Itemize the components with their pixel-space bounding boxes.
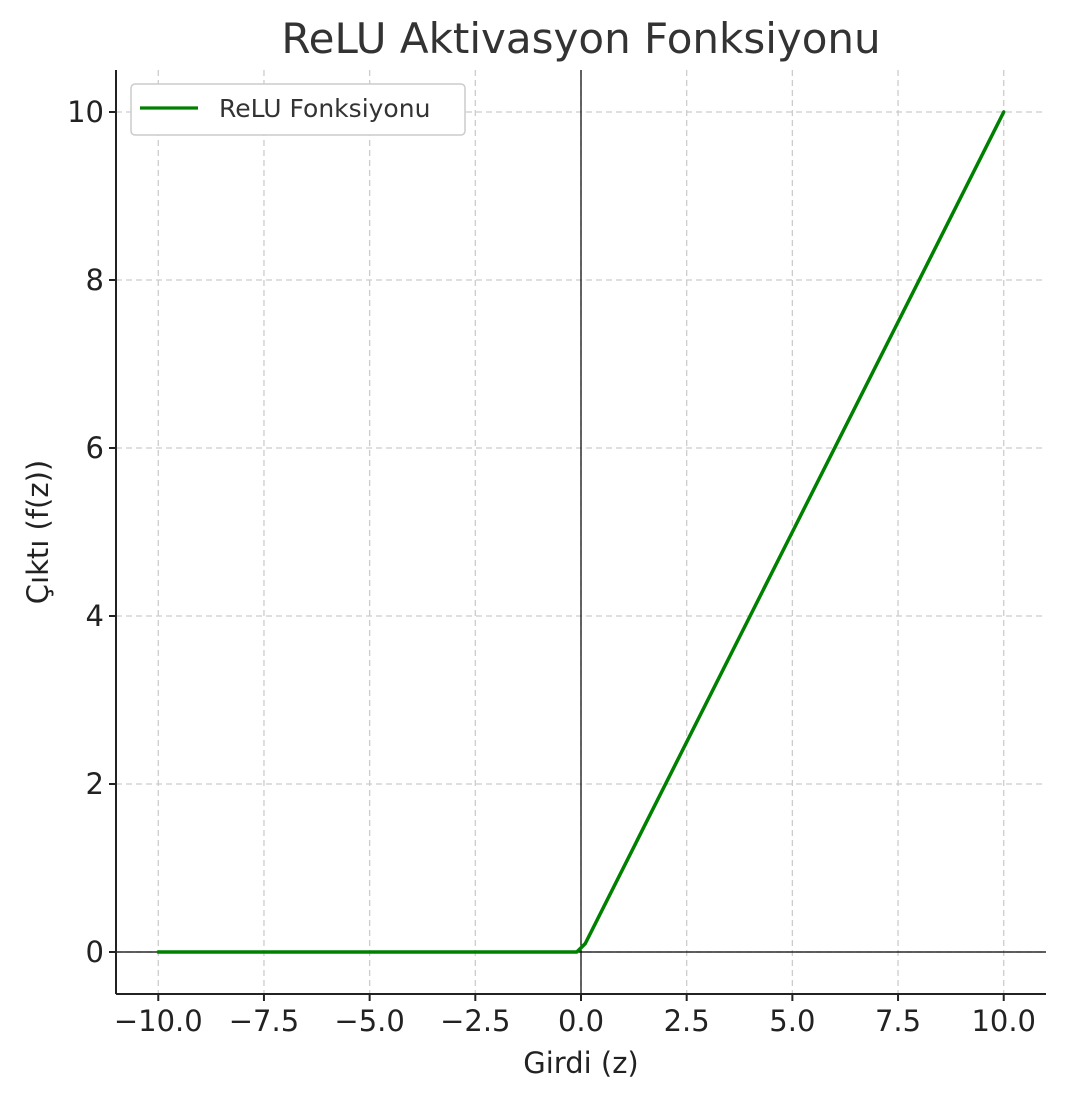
y-tick-labels: 0 2 4 6 8 10: [67, 95, 104, 969]
y-tick-label: 10: [67, 95, 104, 129]
x-tick-label: −5.0: [334, 1004, 404, 1038]
reference-lines: [116, 70, 1046, 994]
x-tick-label: −7.5: [229, 1004, 299, 1038]
y-tick-label: 6: [86, 431, 104, 465]
x-tick-label: 2.5: [664, 1004, 710, 1038]
x-tick-label: −10.0: [114, 1004, 203, 1038]
x-axis-label: Girdi (z): [523, 1046, 638, 1080]
x-tick-label: 7.5: [875, 1004, 921, 1038]
x-tick-label: 0.0: [558, 1004, 604, 1038]
x-tick-labels: −10.0 −7.5 −5.0 −2.5 0.0 2.5 5.0 7.5 10.0: [114, 1004, 1036, 1038]
x-tick-label: −2.5: [440, 1004, 510, 1038]
y-tick-label: 4: [86, 599, 104, 633]
legend-box: [130, 83, 466, 136]
y-axis-label: Çıktı (f(z)): [21, 460, 55, 604]
chart-title: ReLU Aktivasyon Fonksiyonu: [281, 14, 880, 63]
axes-layer: [109, 70, 1046, 1001]
series-layer: [156, 110, 1006, 954]
legend: ReLU Fonksiyonu: [130, 83, 466, 136]
y-tick-label: 8: [86, 263, 104, 297]
y-tick-label: 2: [86, 767, 104, 801]
relu-series-line: [156, 110, 1006, 954]
y-tick-label: 0: [86, 935, 104, 969]
x-tick-label: 5.0: [769, 1004, 815, 1038]
x-tick-label: 10.0: [971, 1004, 1036, 1038]
legend-label: ReLU Fonksiyonu: [219, 94, 430, 123]
